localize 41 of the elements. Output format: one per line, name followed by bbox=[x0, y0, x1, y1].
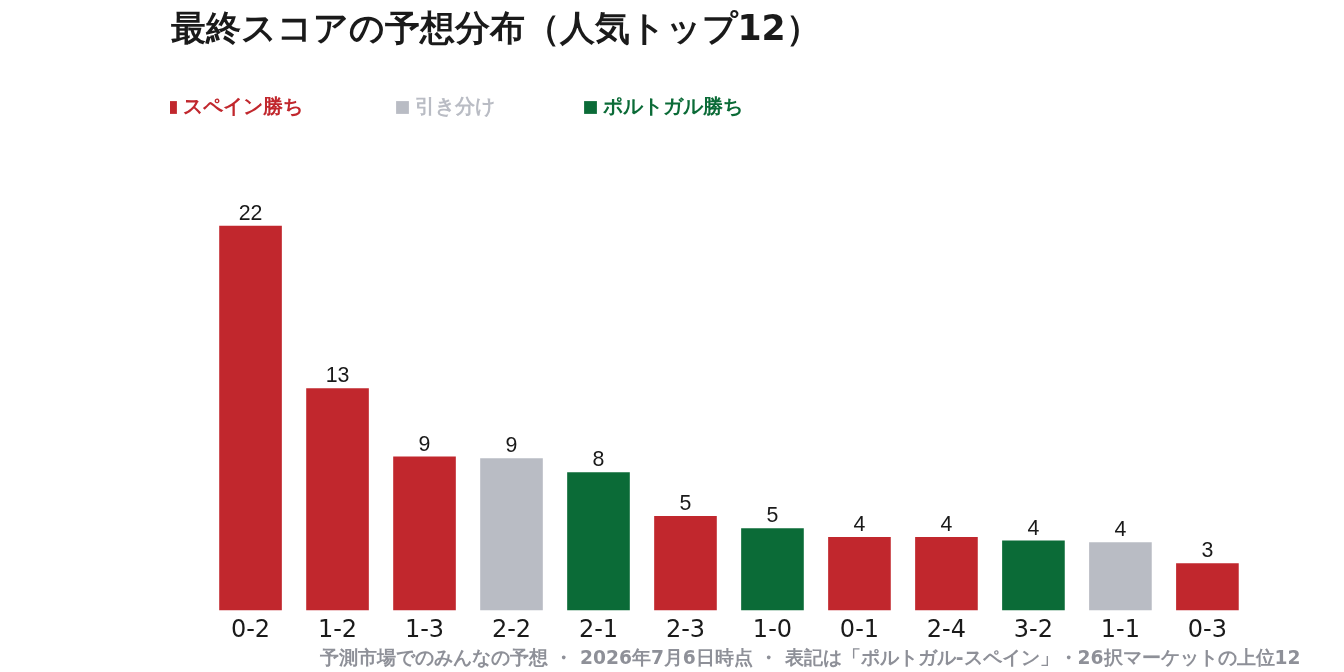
bar bbox=[741, 528, 804, 611]
x-tick-label: 0-1 bbox=[839, 614, 880, 643]
data-label: 4 bbox=[940, 512, 953, 537]
legend-label: 引き分け bbox=[415, 93, 495, 120]
bar bbox=[1002, 540, 1065, 611]
bar bbox=[828, 537, 891, 611]
bar bbox=[393, 456, 456, 611]
x-tick-label: 0-3 bbox=[1187, 614, 1228, 643]
x-tick-label: 1-2 bbox=[317, 614, 358, 643]
x-tick-label: 1-3 bbox=[404, 614, 445, 643]
x-tick-label: 2-2 bbox=[491, 614, 532, 643]
bar bbox=[654, 516, 717, 611]
bar bbox=[567, 472, 630, 611]
data-label: 4 bbox=[853, 512, 866, 537]
bar bbox=[306, 388, 369, 611]
data-label: 4 bbox=[1027, 515, 1040, 540]
bar bbox=[1176, 563, 1239, 611]
data-label: 5 bbox=[766, 503, 779, 528]
x-tick-label: 1-1 bbox=[1100, 614, 1141, 643]
data-label: 9 bbox=[505, 433, 518, 458]
data-label: 13 bbox=[325, 363, 350, 388]
data-label: 3 bbox=[1201, 538, 1214, 563]
legend-label: ポルトガル勝ち bbox=[603, 93, 743, 120]
data-label: 22 bbox=[238, 200, 263, 225]
text: 予測市場でのみんなの予想 ・ 2026年7月6日時点 ・ 表記は「ポルトガル-スペイン」・26択マーケットの上位12 bbox=[318, 646, 1301, 668]
data-label: 5 bbox=[679, 491, 692, 516]
x-tick-label: 2-1 bbox=[578, 614, 619, 643]
chart-title: 最終スコアの予想分布（人気トップ12） bbox=[170, 7, 821, 48]
x-tick-label: 2-3 bbox=[665, 614, 706, 643]
bar bbox=[480, 458, 543, 611]
bar bbox=[915, 537, 978, 611]
legend-label: スペイン勝ち bbox=[183, 93, 303, 120]
x-tick-label: 0-2 bbox=[230, 614, 271, 643]
bar bbox=[219, 225, 282, 611]
data-label: 8 bbox=[592, 447, 605, 472]
x-tick-label: 1-0 bbox=[752, 614, 793, 643]
x-tick-label: 3-2 bbox=[1013, 614, 1054, 643]
data-label: 9 bbox=[418, 431, 431, 456]
bar bbox=[1089, 542, 1152, 611]
x-tick-label: 2-4 bbox=[926, 614, 967, 643]
data-label: 4 bbox=[1114, 517, 1127, 542]
